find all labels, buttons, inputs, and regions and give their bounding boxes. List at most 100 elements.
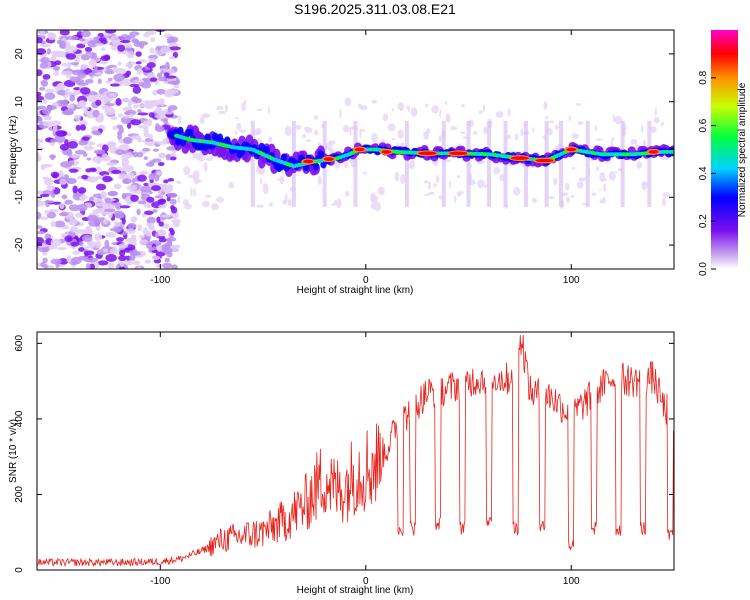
spectrogram-noise: [397, 102, 405, 110]
spectrogram-noise: [132, 97, 143, 104]
spectrogram-noise: [591, 192, 597, 197]
spectrogram-noise: [89, 263, 95, 269]
spectrogram-noise: [160, 185, 169, 192]
spectrogram-noise: [143, 156, 149, 161]
spectrogram-noise: [462, 136, 467, 139]
spectrogram-noise: [68, 168, 79, 173]
x-tick-label: -100: [150, 576, 170, 587]
spectrogram-noise: [130, 234, 137, 242]
spectrogram-noise: [69, 218, 79, 226]
spectrogram-noise: [570, 195, 575, 198]
spectrogram-noise: [37, 230, 45, 235]
spectrogram-noise: [62, 99, 69, 107]
spectrogram-noise: [371, 133, 378, 143]
spectrogram-noise: [143, 33, 150, 38]
spectrogram-noise: [158, 204, 167, 209]
spectrogram-noise: [284, 126, 292, 136]
spectrogram-noise: [532, 127, 535, 133]
spectrogram-noise: [58, 169, 64, 176]
spectrogram-noise: [101, 104, 110, 110]
spectrogram-noise: [37, 196, 42, 203]
spectrogram-noise: [151, 185, 161, 192]
spectrogram-noise: [169, 46, 181, 51]
spectrogram-noise: [576, 181, 584, 189]
spectrogram-noise: [482, 104, 486, 113]
spectrogram-noise: [59, 40, 66, 48]
spectrogram-noise: [118, 266, 125, 269]
spectrogram-noise: [39, 86, 46, 91]
spectrogram-noise: [39, 216, 49, 220]
spectrogram-noise: [391, 137, 396, 141]
spectrogram-noise: [61, 62, 68, 67]
top-x-axis: -100 0 100: [150, 30, 580, 286]
spectrogram-noise: [317, 175, 322, 186]
spectrogram-noise: [425, 103, 429, 108]
spectrogram-noise: [118, 126, 124, 135]
spectrogram-noise: [42, 121, 54, 127]
spectrogram-noise: [211, 203, 219, 211]
spectrogram-noise: [42, 189, 55, 196]
spectrogram-streak: [250, 120, 255, 207]
spectrogram-noise: [50, 238, 62, 247]
spectrogram-noise: [121, 192, 127, 200]
spectrogram-noise: [54, 85, 60, 93]
spectrogram-noise: [39, 30, 45, 37]
spectrogram-noise: [203, 162, 208, 172]
spectrogram-noise: [39, 193, 50, 198]
spectrogram-noise: [107, 262, 115, 269]
spectrogram-noise: [139, 239, 148, 245]
spectrogram-noise: [287, 198, 292, 207]
spectrogram-cell: [224, 136, 231, 145]
spectrogram-noise: [93, 149, 106, 154]
spectrogram-noise: [394, 171, 400, 182]
spectrogram-noise: [37, 91, 42, 97]
spectrogram-noise: [87, 141, 96, 146]
spectrogram-noise: [108, 92, 117, 98]
y-tick-label: 10: [14, 96, 25, 108]
spectrogram-noise: [483, 184, 488, 188]
spectrogram-noise: [176, 180, 182, 185]
spectrogram-noise: [117, 132, 122, 141]
spectrogram-noise: [507, 107, 511, 117]
spectrogram-noise: [123, 47, 136, 51]
spectrogram-noise: [64, 88, 71, 96]
spectrogram-noise: [40, 163, 53, 168]
spectrogram-noise: [201, 113, 209, 119]
spectrogram-noise: [170, 204, 175, 210]
spectrogram-noise: [37, 106, 43, 111]
spectrogram-noise: [543, 101, 548, 110]
spectrogram-noise: [47, 32, 57, 41]
spectrogram-noise: [594, 125, 597, 132]
spectrogram-noise: [362, 171, 367, 175]
spectrogram-noise: [423, 180, 429, 184]
x-tick-label: 0: [363, 576, 369, 587]
spectrogram-noise: [568, 115, 571, 122]
spectrogram-noise: [102, 248, 109, 253]
y-tick-label: 400: [14, 410, 25, 427]
spectrogram-noise: [306, 139, 311, 143]
spectrogram-noise: [51, 201, 62, 205]
spectrogram: [37, 30, 674, 269]
spectrogram-noise: [199, 116, 205, 125]
spectrogram-noise: [195, 179, 202, 183]
spectrogram-noise: [547, 196, 555, 200]
spectrogram-noise: [91, 125, 100, 132]
spectrogram-noise: [80, 54, 91, 61]
spectrogram-noise: [129, 113, 134, 118]
spectrogram-noise: [102, 175, 113, 183]
spectrogram-noise: [113, 73, 125, 82]
spectrogram-noise: [166, 251, 173, 258]
spectrogram-noise: [140, 185, 152, 193]
spectrogram-noise: [52, 124, 58, 132]
spectrogram-peak: [354, 147, 365, 152]
spectrogram-cell: [174, 137, 182, 146]
spectrogram-noise: [483, 126, 489, 134]
spectrogram-noise: [79, 241, 84, 247]
spectrogram-noise: [146, 216, 156, 224]
spectrogram-noise: [109, 227, 121, 232]
spectrogram-noise: [162, 262, 173, 269]
y-tick-label: -20: [14, 237, 25, 252]
spectrogram-noise: [74, 114, 81, 122]
spectrogram-noise: [202, 200, 210, 208]
